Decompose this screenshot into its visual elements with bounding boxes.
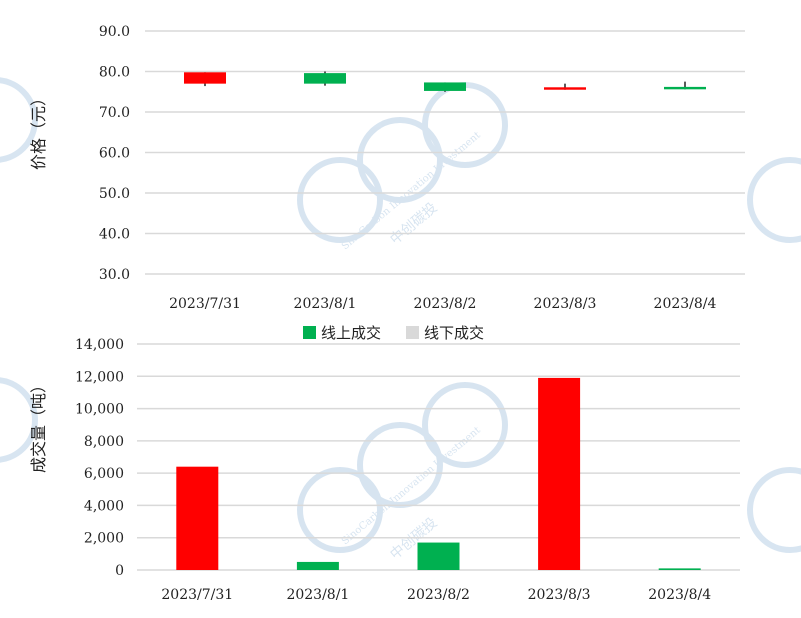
legend-swatch-offline [406, 326, 419, 339]
volume-y-tick: 6,000 [84, 466, 124, 482]
legend-label-offline: 线下成交 [424, 324, 484, 342]
volume-x-tick: 2023/7/31 [161, 587, 233, 603]
volume-y-tick: 8,000 [84, 434, 124, 450]
legend-label-online: 线上成交 [321, 324, 381, 342]
volume-y-tick: 10,000 [75, 402, 124, 418]
volume-bars [176, 377, 701, 570]
volume-gridlines [137, 343, 740, 571]
price-y-tick: 70.0 [99, 105, 130, 121]
watermark-logo-right [747, 157, 801, 553]
price-gridlines [145, 30, 745, 275]
volume-x-tick: 2023/8/4 [648, 587, 711, 603]
volume-bar [538, 377, 581, 570]
volume-bar-chart: 14,00012,00010,0008,0006,0004,0002,0000 … [29, 337, 740, 603]
candle-body [664, 86, 706, 90]
volume-legend: 线上成交 线下成交 [303, 324, 484, 342]
legend-swatch-online [303, 326, 316, 339]
watermark-logo-left [0, 77, 38, 463]
candle-body [184, 72, 226, 84]
volume-y-tick: 0 [115, 563, 124, 579]
volume-y-tick: 12,000 [75, 369, 124, 385]
price-y-tick: 50.0 [99, 186, 130, 202]
price-candles [184, 71, 706, 92]
volume-bar [417, 542, 460, 570]
price-y-tick: 30.0 [99, 267, 130, 283]
volume-y-tick: 14,000 [75, 337, 124, 353]
volume-y-tick-labels: 14,000 12,000 10,000 8,000 6,000 4,000 2,000 0 [75, 337, 124, 579]
price-x-tick: 2023/8/1 [294, 296, 357, 312]
volume-x-tick: 2023/8/2 [407, 587, 470, 603]
price-x-tick: 2023/8/4 [654, 296, 717, 312]
price-y-tick-labels: 90.0 80.0 70.0 60.0 50.0 40.0 30.0 [99, 24, 130, 283]
volume-y-axis-title: 成交量（吨） [29, 377, 48, 473]
watermark-logo-bottom [297, 382, 508, 553]
candle-body [544, 87, 586, 90]
candle-body [304, 73, 346, 84]
price-x-tick: 2023/7/31 [169, 296, 241, 312]
volume-bar [176, 466, 219, 570]
price-y-tick: 40.0 [99, 227, 130, 243]
volume-bar [296, 561, 339, 570]
volume-x-tick: 2023/8/3 [528, 587, 591, 603]
volume-y-tick: 2,000 [84, 531, 124, 547]
candle-body [424, 82, 466, 91]
price-y-tick: 90.0 [99, 24, 130, 40]
price-y-tick: 80.0 [99, 65, 130, 81]
watermark-logo-top [297, 82, 508, 243]
price-y-axis-title: 价格（元） [29, 90, 48, 170]
volume-x-tick: 2023/8/1 [286, 587, 349, 603]
volume-bar [658, 568, 701, 570]
price-y-tick: 60.0 [99, 146, 130, 162]
price-candlestick-chart: 90.080.070.060.050.040.030.0 2023/7/31 20… [29, 24, 745, 312]
volume-x-tick-labels: 2023/7/31 2023/8/1 2023/8/2 2023/8/3 2023/8/… [161, 587, 711, 603]
price-x-tick: 2023/8/3 [534, 296, 597, 312]
price-x-tick: 2023/8/2 [414, 296, 477, 312]
price-x-tick-labels: 2023/7/31 2023/8/1 2023/8/2 2023/8/3 2023/8/… [169, 296, 716, 312]
watermark-text-bottom: SinoCarbon Innovation Investment [340, 425, 483, 547]
volume-y-tick: 4,000 [84, 498, 124, 514]
